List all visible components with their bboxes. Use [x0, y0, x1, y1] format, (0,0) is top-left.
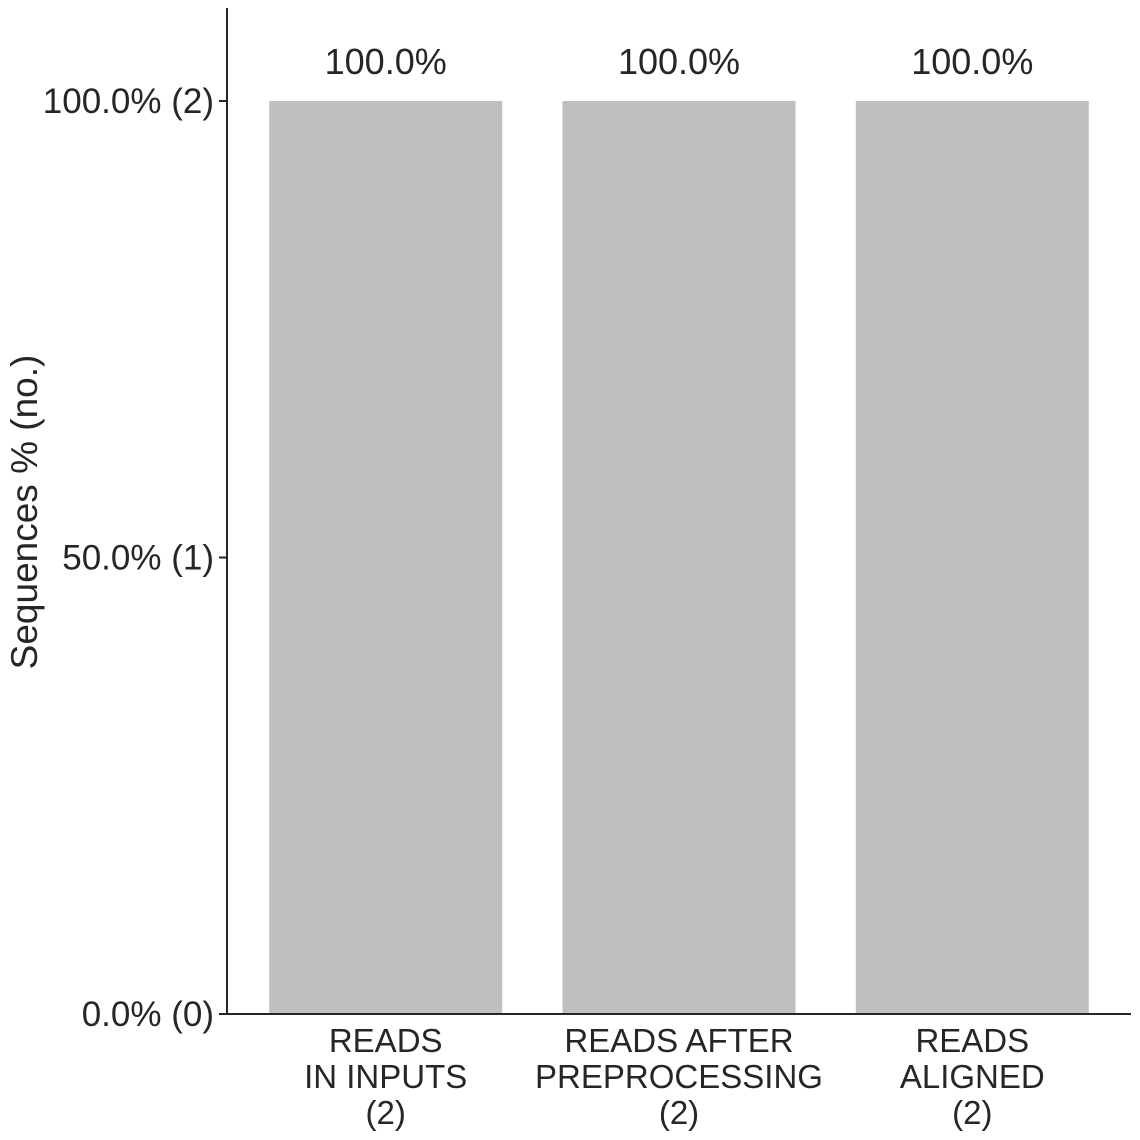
y-tick-label-2: 50.0% (1): [62, 539, 214, 578]
x-category-label-line: READS: [329, 1022, 443, 1059]
bar-value-label-2: 100.0%: [618, 41, 740, 82]
y-tick-label-3: 100.0% (2): [43, 82, 214, 121]
x-category-label-line: READS AFTER: [564, 1022, 793, 1059]
bar-value-labels: 100.0% 100.0% 100.0%: [325, 41, 1034, 82]
bar-2: [562, 101, 796, 1014]
bar-value-label-1: 100.0%: [325, 41, 447, 82]
x-axis-category-labels: READS IN INPUTS (2)READS AFTER PREPROCESSIN…: [304, 1022, 1045, 1131]
x-category-label-line: IN INPUTS: [304, 1058, 467, 1095]
x-category-label-line: (2): [659, 1094, 699, 1131]
y-axis-title: Sequences % (no.): [4, 355, 45, 670]
x-category-label-line: (2): [952, 1094, 992, 1131]
x-category-label-line: ALIGNED: [900, 1058, 1045, 1095]
x-category-label-2: READS AFTER PREPROCESSING (2): [535, 1022, 823, 1131]
x-category-label-line: READS: [915, 1022, 1029, 1059]
x-category-label-line: PREPROCESSING: [535, 1058, 823, 1095]
x-category-label-3: READS ALIGNED (2): [900, 1022, 1045, 1131]
x-category-label-line: (2): [366, 1094, 406, 1131]
x-category-label-1: READS IN INPUTS (2): [304, 1022, 467, 1131]
bar-1: [269, 101, 503, 1014]
y-tick-label-1: 0.0% (0): [82, 995, 214, 1034]
bar-value-label-3: 100.0%: [911, 41, 1033, 82]
bar-3: [855, 101, 1089, 1014]
bars-group: [269, 101, 1089, 1014]
y-axis-ticks: 0.0% (0) 50.0% (1) 100.0% (2): [43, 82, 227, 1034]
